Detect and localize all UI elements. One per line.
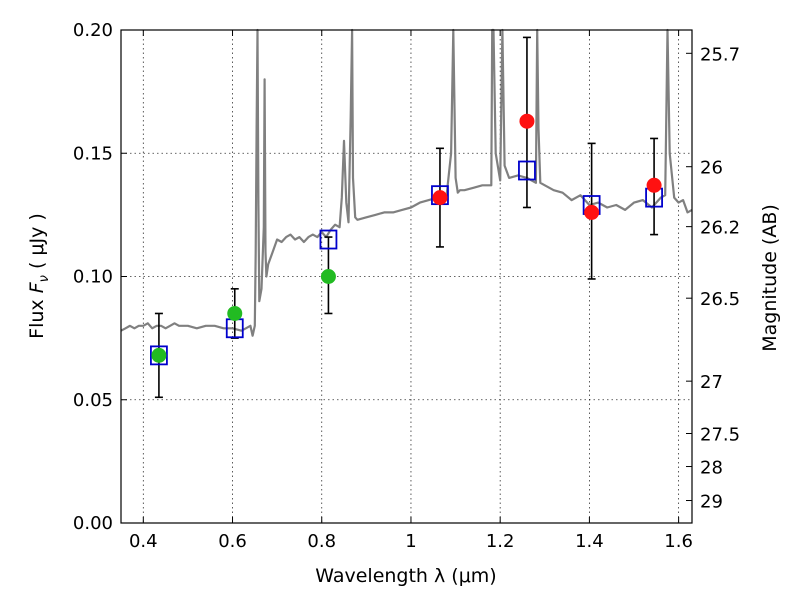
x-tick-label: 0.6 bbox=[218, 531, 247, 552]
x-tick-label: 1 bbox=[405, 531, 416, 552]
y-tick-label: 0.00 bbox=[73, 513, 113, 534]
model-box-point bbox=[319, 229, 338, 250]
grid-layer bbox=[121, 29, 692, 524]
model-box-point bbox=[150, 345, 168, 366]
x-tick-label: 1.6 bbox=[664, 531, 693, 552]
y-axis-label-sub: ν bbox=[37, 275, 52, 282]
y-tick-label: 0.05 bbox=[73, 390, 113, 411]
x-tick-label: 1.4 bbox=[575, 531, 604, 552]
points-layer bbox=[150, 36, 663, 399]
right-tick-label: 26.2 bbox=[700, 218, 740, 239]
x-tick-label: 1.2 bbox=[486, 531, 515, 552]
red-point bbox=[646, 177, 662, 193]
red-point bbox=[432, 190, 448, 206]
green-point bbox=[151, 347, 167, 363]
y-axis-label-pre: Flux bbox=[26, 293, 48, 339]
right-tick-label: 26.5 bbox=[700, 289, 740, 310]
red-point bbox=[584, 204, 600, 220]
right-axis-label: Magnitude (AB) bbox=[759, 204, 781, 352]
y-axis-label-post: ( μJy ) bbox=[26, 213, 48, 275]
right-tick-label: 29 bbox=[700, 492, 723, 513]
x-tick-label: 0.4 bbox=[129, 531, 158, 552]
y-tick-label: 0.10 bbox=[73, 267, 113, 288]
model-spectrum-line bbox=[120, 28, 693, 337]
right-tick-label: 27.5 bbox=[700, 425, 740, 446]
x-axis-label: Wavelength λ (μm) bbox=[315, 565, 496, 587]
right-tick-label: 27 bbox=[700, 372, 723, 393]
x-tick-label: 0.8 bbox=[307, 531, 336, 552]
right-tick-label: 28 bbox=[700, 458, 723, 479]
y-axis-label: Flux Fν ( μJy ) bbox=[26, 213, 52, 339]
right-tick-label: 25.7 bbox=[700, 44, 740, 65]
green-point bbox=[227, 305, 243, 321]
green-point bbox=[320, 269, 336, 284]
y-tick-label: 0.20 bbox=[73, 20, 113, 41]
right-tick-label: 26 bbox=[700, 158, 723, 179]
model-box-point bbox=[518, 160, 536, 181]
ticks-layer: 0.4 0.6 0.8 1 1.2 1.4 1.6 0.00 0.05 0.10 0.15 0.20 2… bbox=[73, 20, 740, 552]
red-point bbox=[519, 113, 535, 129]
model-layer bbox=[120, 28, 693, 337]
y-axis-label-var: F bbox=[26, 281, 48, 293]
y-tick-label: 0.15 bbox=[73, 143, 113, 164]
